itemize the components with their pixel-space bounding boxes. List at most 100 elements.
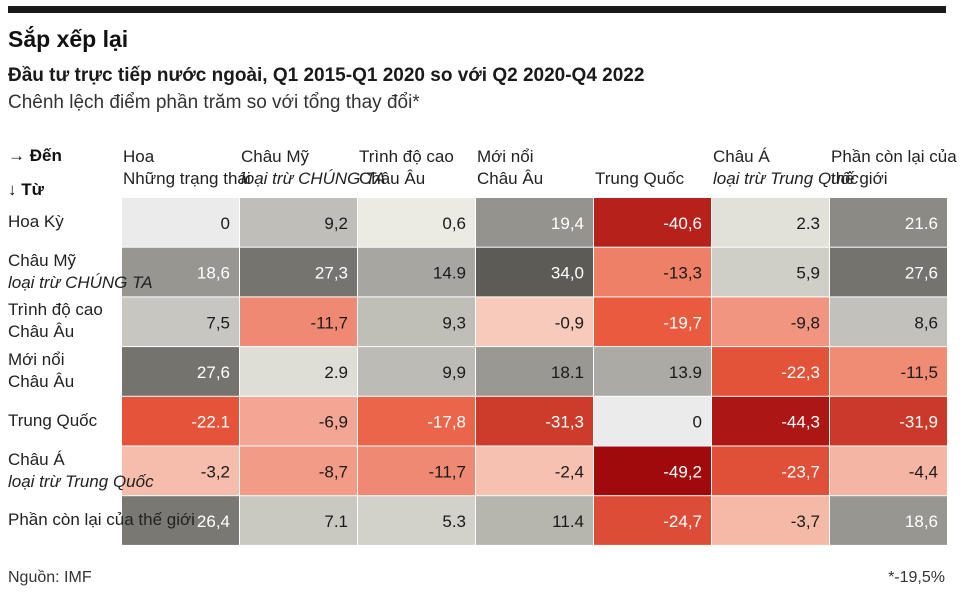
heat-cell xyxy=(240,396,357,446)
heat-cell-label: -44,3 xyxy=(781,413,820,432)
column-header-line2: thế giới xyxy=(831,169,888,188)
heat-cell xyxy=(240,198,357,247)
heat-cell xyxy=(712,297,829,347)
heat-cell xyxy=(358,496,475,545)
heat-cell xyxy=(594,446,711,496)
row-header-line1: Châu Mỹ xyxy=(8,250,77,270)
heat-cell xyxy=(712,396,829,446)
heat-cell-label: 18,6 xyxy=(197,264,230,283)
row-header: Châu Mỹ loại trừ CHÚNG TA xyxy=(8,250,153,294)
heat-cell xyxy=(358,396,475,446)
heat-cell xyxy=(358,446,475,496)
heat-cell xyxy=(476,446,593,496)
column-header-line1: Phần còn lại của xyxy=(831,147,957,166)
heat-cell xyxy=(594,347,711,396)
row-header-line2: Châu Âu xyxy=(8,322,75,342)
heat-cell xyxy=(712,247,829,297)
heat-cell-label: 8,6 xyxy=(914,313,938,332)
column-header: Trung Quốc xyxy=(595,146,684,190)
row-header-line1: Trung Quốc xyxy=(8,410,98,430)
heat-cell xyxy=(122,347,239,396)
column-header: Châu Á loại trừ Trung Quốc xyxy=(713,146,859,190)
chart-note: Chênh lệch điểm phần trăm so với tổng th… xyxy=(8,92,420,113)
heat-cell xyxy=(122,446,239,496)
heat-cell xyxy=(476,297,593,347)
row-header-line1: Hoa Kỳ xyxy=(8,212,64,231)
heat-cell xyxy=(594,198,711,247)
heat-cell xyxy=(476,496,593,545)
heat-cell-label: 27,6 xyxy=(905,264,938,283)
heat-cell-label: 18,6 xyxy=(905,512,938,531)
column-header: Phần còn lại của thế giới xyxy=(831,146,957,190)
heat-cell-label: -0,9 xyxy=(555,313,584,332)
heat-cell xyxy=(240,446,357,496)
heat-cell-label: -17,8 xyxy=(427,413,466,432)
row-header: Phần còn lại của thế giới xyxy=(8,509,195,531)
heat-cell-label: 11.4 xyxy=(552,512,584,531)
heat-cell-label: -11,7 xyxy=(429,462,467,481)
column-header-line1: Mới nổi xyxy=(477,147,534,166)
column-header-line1: Châu Á xyxy=(713,147,770,166)
heat-cell-label: -49,2 xyxy=(663,462,702,481)
column-header-line2: Trung Quốc xyxy=(595,169,685,188)
heat-cell xyxy=(594,247,711,297)
heat-cell xyxy=(712,496,829,545)
heat-cell xyxy=(830,347,947,396)
heat-cell-label: 34,0 xyxy=(551,264,584,283)
column-header-line2: Châu Âu xyxy=(359,169,426,188)
heat-cell-label: 5.3 xyxy=(442,512,466,531)
heat-cell-label: -24,7 xyxy=(663,512,702,531)
heat-cell-label: -4,4 xyxy=(909,462,938,481)
heat-cell xyxy=(122,297,239,347)
heat-cell-label: 7.1 xyxy=(324,512,348,531)
source-label: Nguồn: IMF xyxy=(8,569,92,586)
column-header: Châu Mỹ loại trừ CHÚNG TA xyxy=(241,146,386,190)
chart-subtitle: Đầu tư trực tiếp nước ngoài, Q1 2015-Q1 … xyxy=(8,65,645,86)
heat-cell xyxy=(358,297,475,347)
heat-cell xyxy=(358,198,475,247)
heat-cell xyxy=(712,446,829,496)
column-header-line2: Châu Âu xyxy=(477,169,544,188)
column-header: Mới nổi Châu Âu xyxy=(477,146,543,190)
corner-to-label: → Đến xyxy=(8,146,62,165)
heat-cell-label: -22.1 xyxy=(191,413,230,432)
row-header-line1: Châu Á xyxy=(8,449,65,469)
column-header-line1: Hoa xyxy=(123,147,155,166)
heat-cell-label: -31,3 xyxy=(545,413,584,432)
heat-cell xyxy=(830,446,947,496)
heat-cell-label: -9,8 xyxy=(791,313,820,332)
heat-cell xyxy=(712,198,829,247)
heat-cell xyxy=(830,297,947,347)
heat-cell-label: -22,3 xyxy=(781,363,820,382)
heat-cell xyxy=(122,198,239,247)
heat-cell-label: 27,3 xyxy=(315,264,348,283)
heat-cell xyxy=(594,297,711,347)
heat-cell xyxy=(476,347,593,396)
heat-cell-label: 27,6 xyxy=(197,363,230,382)
heat-cell-label: 7,5 xyxy=(206,313,230,332)
column-header: Trình độ cao Châu Âu xyxy=(359,146,454,190)
heat-cell-label: 19,4 xyxy=(551,214,584,233)
heat-cell-label: 0,6 xyxy=(442,214,466,233)
heat-cell-label: 9,3 xyxy=(442,313,466,332)
heat-cell xyxy=(240,347,357,396)
heat-cell xyxy=(240,247,357,297)
row-header: Trình độ cao Châu Âu xyxy=(8,299,103,343)
heat-cell xyxy=(594,396,711,446)
row-header-line2: Châu Âu xyxy=(8,372,75,392)
heat-cell-label: 5,9 xyxy=(796,264,820,283)
column-header-line2: loại trừ CHÚNG TA xyxy=(241,169,386,188)
heat-cell-label: 14.9 xyxy=(433,264,466,283)
corner-from-label: ↓ Từ xyxy=(8,180,44,199)
heat-cell xyxy=(830,247,947,297)
heat-cell-label: -3,2 xyxy=(201,462,230,481)
heat-cell-label: -8,7 xyxy=(319,462,348,481)
heat-cell xyxy=(240,496,357,545)
column-header-line1: Châu Mỹ xyxy=(241,147,310,166)
column-header-line1 xyxy=(595,146,684,168)
row-header-line2: loại trừ CHÚNG TA xyxy=(8,272,153,292)
heat-cell-label: -11,7 xyxy=(311,313,349,332)
row-header: Hoa Kỳ xyxy=(8,211,64,233)
heat-cell-label: -19,7 xyxy=(663,313,702,332)
